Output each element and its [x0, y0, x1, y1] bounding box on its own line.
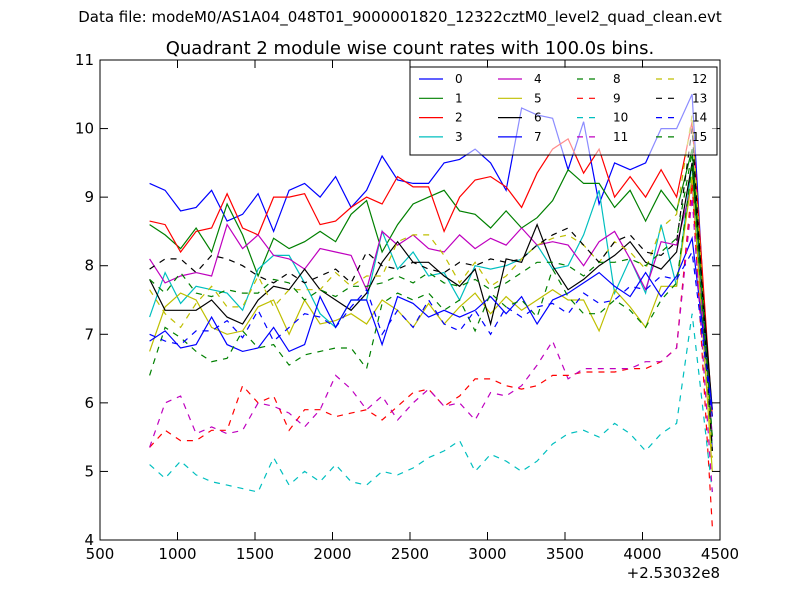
x-tick-label: 3500	[546, 545, 584, 563]
chart-title: Quadrant 2 module wise count rates with …	[166, 38, 655, 59]
series-line-15	[149, 152, 713, 438]
y-tick-label: 4	[84, 531, 94, 549]
y-tick-label: 11	[75, 51, 94, 69]
legend-entry: 1	[455, 91, 463, 105]
legend-entry: 13	[692, 91, 707, 105]
series-line-9	[149, 183, 713, 527]
series-line-14	[149, 250, 713, 417]
series-line-6	[149, 162, 713, 410]
series-line-12	[149, 114, 713, 458]
x-offset-label: +2.53032e8	[627, 564, 720, 582]
legend-entry: 9	[613, 91, 621, 105]
series-line-1	[149, 148, 713, 417]
legend-entry: 14	[692, 111, 707, 125]
y-tick-label: 7	[84, 325, 94, 343]
series-line-11	[149, 197, 713, 493]
x-tick-label: 4500	[701, 545, 739, 563]
legend-entry: 10	[613, 111, 628, 125]
legend-entry: 4	[534, 72, 542, 86]
series-line-0	[149, 94, 713, 451]
x-tick-label: 500	[86, 545, 115, 563]
y-tick-label: 5	[84, 462, 94, 480]
series-line-13	[149, 128, 713, 451]
legend-entry: 11	[613, 130, 628, 144]
series-line-5	[149, 176, 713, 472]
x-tick-label: 4000	[623, 545, 661, 563]
y-tick-label: 8	[84, 257, 94, 275]
legend-entry: 15	[692, 130, 707, 144]
legend-entry: 3	[455, 130, 463, 144]
legend-entry: 12	[692, 72, 707, 86]
x-tick-label: 1000	[158, 545, 196, 563]
legend-entry: 6	[534, 111, 542, 125]
legend-entry: 5	[534, 91, 542, 105]
series-line-7	[149, 235, 713, 410]
x-tick-label: 2000	[313, 545, 351, 563]
plot-area	[149, 94, 713, 527]
series-line-3	[149, 162, 713, 438]
series-line-2	[149, 121, 713, 417]
series-line-10	[149, 313, 713, 493]
x-tick-label: 1500	[236, 545, 274, 563]
legend-entry: 2	[455, 111, 463, 125]
x-tick-label: 2500	[391, 545, 429, 563]
x-tick-label: 3000	[468, 545, 506, 563]
legend-entry: 8	[613, 72, 621, 86]
legend-entry: 7	[534, 130, 542, 144]
data-file-label: Data file: modeM0/AS1A04_048T01_90000018…	[78, 8, 722, 26]
legend-entry: 0	[455, 72, 463, 86]
series-line-4	[149, 183, 713, 438]
y-tick-label: 10	[75, 120, 94, 138]
y-tick-label: 9	[84, 188, 94, 206]
y-tick-label: 6	[84, 394, 94, 412]
